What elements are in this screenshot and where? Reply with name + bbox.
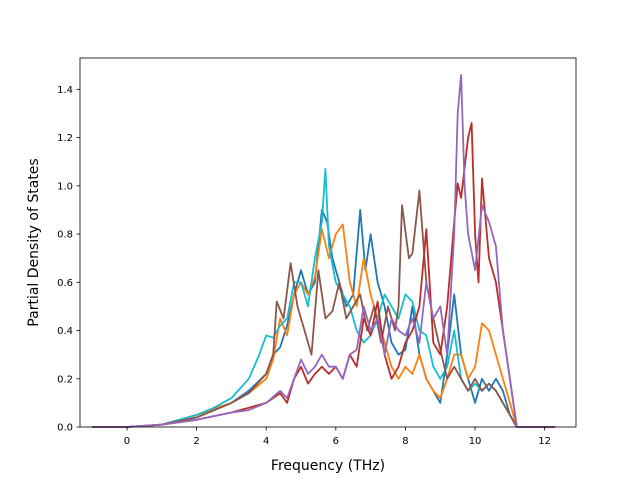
plot-frame [79,57,577,428]
y-tick-label: 0.8 [57,230,73,241]
x-axis-label: Frequency (THz) [271,458,385,474]
series-line-1 [92,208,556,428]
x-tick-label: 6 [333,436,339,447]
y-tick-label: 1.2 [57,133,73,144]
x-tick-label: 8 [402,436,408,447]
y-tick-label: 0.0 [57,423,73,434]
x-tick-label: 4 [263,436,269,447]
y-tick-label: 0.6 [57,278,73,289]
y-axis-label: Partial Density of States [26,158,42,326]
series-line-4 [92,189,556,428]
x-tick-label: 2 [193,436,199,447]
series-line-6 [92,74,556,428]
series-layer [92,74,556,428]
y-tick-label: 0.2 [57,374,73,385]
x-tick-label: 10 [469,436,482,447]
y-tick-label: 0.4 [57,326,73,337]
y-tick-label: 1.0 [57,181,73,192]
x-tick-label: 12 [538,436,551,447]
y-tick-label: 1.4 [57,85,73,96]
x-axis: 0 2 4 6 8 10 12 [124,427,551,447]
y-axis: 0.0 0.2 0.4 0.6 0.8 1.0 1.2 1.4 [57,85,80,434]
x-tick-label: 0 [124,436,130,447]
